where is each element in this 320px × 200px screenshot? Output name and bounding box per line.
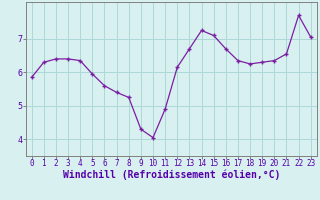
X-axis label: Windchill (Refroidissement éolien,°C): Windchill (Refroidissement éolien,°C) <box>62 170 280 180</box>
